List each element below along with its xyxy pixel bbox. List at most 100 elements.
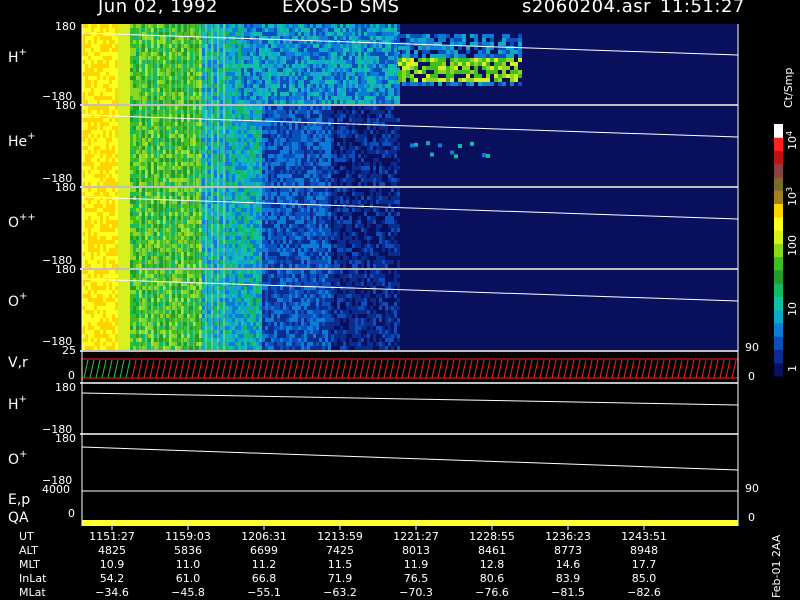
tick-ep-top: 4000 xyxy=(42,483,70,496)
header-date: Jun 02, 1992 xyxy=(98,0,219,17)
ephemeris-cell: 66.8 xyxy=(251,572,277,585)
ephemeris-cell: 1221:27 xyxy=(393,530,439,543)
ephemeris-cell: 11.0 xyxy=(175,558,201,571)
ephemeris-row-label: InLat xyxy=(19,572,47,585)
ephemeris-cell: 1236:23 xyxy=(545,530,591,543)
tick-p1-bottom: −180 xyxy=(42,90,73,103)
ephemeris-cell: 8773 xyxy=(554,544,582,557)
ephemeris-cell: 11.5 xyxy=(327,558,353,571)
ephemeris-cell: 76.5 xyxy=(403,572,429,585)
ephemeris-cell: 1206:31 xyxy=(241,530,287,543)
colorbar-swatch xyxy=(774,150,783,165)
panel-label-energy: E,p xyxy=(8,492,31,508)
colorbar-swatch xyxy=(774,177,783,191)
tick-p7-bottom: −180 xyxy=(42,474,73,487)
ephemeris-cell: 1243:51 xyxy=(621,530,667,543)
ephemeris-cell: 10.9 xyxy=(99,558,125,571)
ephemeris-cell: −55.1 xyxy=(247,586,281,599)
ephemeris-cell: −81.5 xyxy=(551,586,585,599)
colorbar-swatch xyxy=(774,163,783,178)
tick-vr-top: 25 xyxy=(62,344,76,357)
pitch-trace-1 xyxy=(81,32,739,56)
panel-label-o-plus-2: O+ xyxy=(8,449,28,468)
panel-label-o-plus: O+ xyxy=(8,291,28,310)
colorbar-swatch xyxy=(774,336,783,350)
side-label: Feb-01 2AA xyxy=(770,534,783,598)
ephemeris-cell: −63.2 xyxy=(323,586,357,599)
header-time: 11:51:27 xyxy=(660,0,745,17)
tick-p4-top: 180 xyxy=(55,263,76,276)
ephemeris-row-label: UT xyxy=(19,530,34,543)
tick-p7-top: 180 xyxy=(55,432,76,445)
ephemeris-row-label: ALT xyxy=(19,544,38,557)
colorbar-swatch xyxy=(774,230,783,244)
pitch-trace-2 xyxy=(81,114,739,138)
ephemeris-cell: 54.2 xyxy=(99,572,125,585)
colorbar-swatch xyxy=(774,296,783,311)
ephemeris-cell: 1228:55 xyxy=(469,530,515,543)
tick-qa-bottom: 0 xyxy=(68,507,75,520)
tick-p1-top: 180 xyxy=(55,20,76,33)
tick-p3-top: 180 xyxy=(55,181,76,194)
panel-label-qa: QA xyxy=(8,510,29,526)
ephemeris-cell: 12.8 xyxy=(479,558,505,571)
pitch-trace-3 xyxy=(81,196,739,220)
ephemeris-cell: 7425 xyxy=(326,544,354,557)
o-plus-trace xyxy=(81,446,739,471)
colorbar-label-100: 100 xyxy=(786,235,799,256)
colorbar-swatch xyxy=(774,203,783,218)
ephemeris-cell: 4825 xyxy=(98,544,126,557)
colorbar-swatch xyxy=(774,349,783,364)
colorbar-unit: Ct/Smp xyxy=(782,67,795,108)
colorbar-swatch xyxy=(774,216,783,231)
ephemeris-cell: 71.9 xyxy=(327,572,353,585)
colorbar-label-1e4: 104 xyxy=(785,130,799,150)
colorbar-swatch xyxy=(774,322,783,337)
ephemeris-cell: 6699 xyxy=(250,544,278,557)
h-plus-trace xyxy=(81,392,739,406)
ephemeris-cell: 11.2 xyxy=(251,558,277,571)
tick-right-qa-0: 0 xyxy=(748,511,755,524)
ephemeris-cell: 8461 xyxy=(478,544,506,557)
tick-p6-bottom: −180 xyxy=(42,423,73,436)
panel-label-o-plus-plus: O++ xyxy=(8,212,36,231)
ephemeris-cell: −34.6 xyxy=(95,586,129,599)
panel-label-he-plus: He+ xyxy=(8,131,36,150)
ephemeris-cell: 83.9 xyxy=(555,572,581,585)
ephemeris-cell: 1159:03 xyxy=(165,530,211,543)
colorbar-swatch xyxy=(774,309,783,324)
ephemeris-cell: 17.7 xyxy=(631,558,657,571)
colorbar-swatch xyxy=(774,137,783,152)
ephemeris-cell: 1151:27 xyxy=(89,530,135,543)
ephemeris-cell: 14.6 xyxy=(555,558,581,571)
colorbar-swatch xyxy=(774,190,783,205)
tick-right-vr-0: 0 xyxy=(748,370,755,383)
ephemeris-cell: 11.9 xyxy=(403,558,429,571)
ephemeris-cell: 8013 xyxy=(402,544,430,557)
header-instrument: EXOS-D SMS xyxy=(282,0,400,17)
colorbar-label-1: 1 xyxy=(786,365,799,372)
colorbar-swatch xyxy=(774,269,783,284)
tick-right-vr-90: 90 xyxy=(745,341,759,354)
colorbar-swatch xyxy=(774,243,783,258)
colorbar-label-1e3: 103 xyxy=(785,186,799,206)
ephemeris-cell: 8948 xyxy=(630,544,658,557)
panel-label-velocity: V,r xyxy=(8,355,28,371)
ephemeris-cell: 1213:59 xyxy=(317,530,363,543)
tick-p4-bottom: −180 xyxy=(42,335,73,348)
panel-label-h-plus-2: H+ xyxy=(8,394,27,413)
tick-right-ep-90: 90 xyxy=(745,482,759,495)
colorbar-label-10: 10 xyxy=(786,302,799,316)
header-file: s2060204.asr xyxy=(522,0,652,17)
ephemeris-row-label: MLat xyxy=(19,586,46,599)
ephemeris-cell: −45.8 xyxy=(171,586,205,599)
ephemeris-cell: −76.6 xyxy=(475,586,509,599)
colorbar-swatch xyxy=(774,256,783,271)
colorbar-swatch xyxy=(774,124,783,138)
pitch-trace-4 xyxy=(81,278,739,302)
qa-bar xyxy=(82,520,738,526)
ephemeris-cell: −82.6 xyxy=(627,586,661,599)
tick-p6-top: 180 xyxy=(55,381,76,394)
ephemeris-cell: 61.0 xyxy=(175,572,201,585)
